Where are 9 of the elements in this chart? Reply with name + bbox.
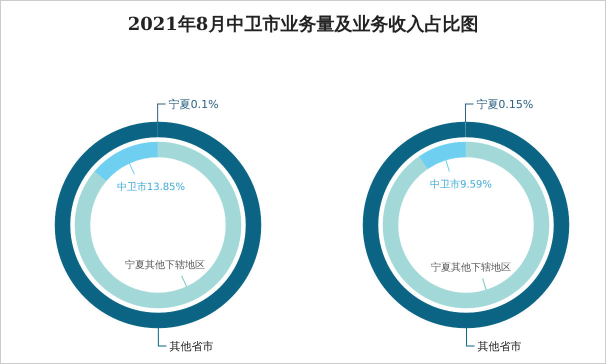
slice-label: 宁夏0.15% (476, 98, 534, 111)
slice-label: 宁夏0.1% (168, 98, 219, 111)
slice-label: 其他省市 (478, 340, 522, 353)
legend-label: 中卫市9.59% (430, 178, 492, 191)
slice-label: 其他省市 (169, 340, 214, 353)
text: 2021年8月中卫市业务量及业务收入占比图 (128, 14, 478, 35)
slice-label: 宁夏其他下辖地区 (125, 258, 206, 271)
legend-label: 中卫市13.85% (116, 181, 185, 194)
slice-label: 宁夏其他下辖地区 (430, 261, 511, 274)
